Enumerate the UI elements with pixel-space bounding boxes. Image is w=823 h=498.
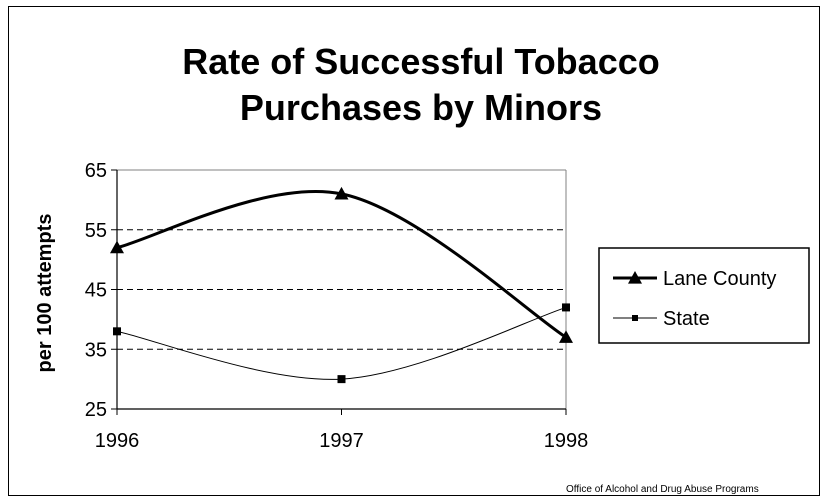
legend-marker-state <box>632 315 638 321</box>
chart-frame: Rate of Successful Tobacco Purchases by … <box>8 6 820 496</box>
point-lane-county-1998 <box>559 330 573 343</box>
point-lane-county-1997 <box>334 186 349 200</box>
series-line-lane-county <box>116 190 567 339</box>
x-tick-label-1998: 1998 <box>544 430 589 452</box>
legend-marker-lane-county <box>628 271 642 284</box>
x-tick-label-1997: 1997 <box>319 430 364 452</box>
y-tick-label-55: 55 <box>85 220 107 242</box>
point-state-1998 <box>562 303 570 312</box>
point-lane-county-1996 <box>110 240 124 254</box>
x-tick-labels: 1996 1997 1998 <box>95 430 589 452</box>
axes <box>111 169 567 415</box>
point-state-1996 <box>113 327 121 336</box>
series-line-state <box>116 306 567 380</box>
line-chart: Rate of Successful Tobacco Purchases by … <box>34 41 810 495</box>
gridlines <box>117 229 566 350</box>
point-state-1997 <box>337 375 346 384</box>
y-tick-label-65: 65 <box>85 160 107 182</box>
legend-box <box>598 247 810 344</box>
legend-label-state: State <box>663 308 710 330</box>
legend-label-lane-county: Lane County <box>663 268 776 290</box>
legend: Lane County State <box>598 247 810 344</box>
y-tick-labels: 25 35 45 55 65 <box>85 160 107 421</box>
footer-credit: Office of Alcohol and Drug Abuse Program… <box>566 484 759 495</box>
chart-title-line-2: Purchases by Minors <box>240 87 602 128</box>
y-tick-label-45: 45 <box>85 280 107 302</box>
y-tick-label-25: 25 <box>85 399 107 421</box>
series-lines <box>110 186 573 384</box>
x-tick-label-1996: 1996 <box>95 430 140 452</box>
y-tick-label-35: 35 <box>85 339 107 361</box>
y-axis-label: per 100 attempts <box>34 214 56 373</box>
chart-title-line-1: Rate of Successful Tobacco <box>182 41 659 82</box>
